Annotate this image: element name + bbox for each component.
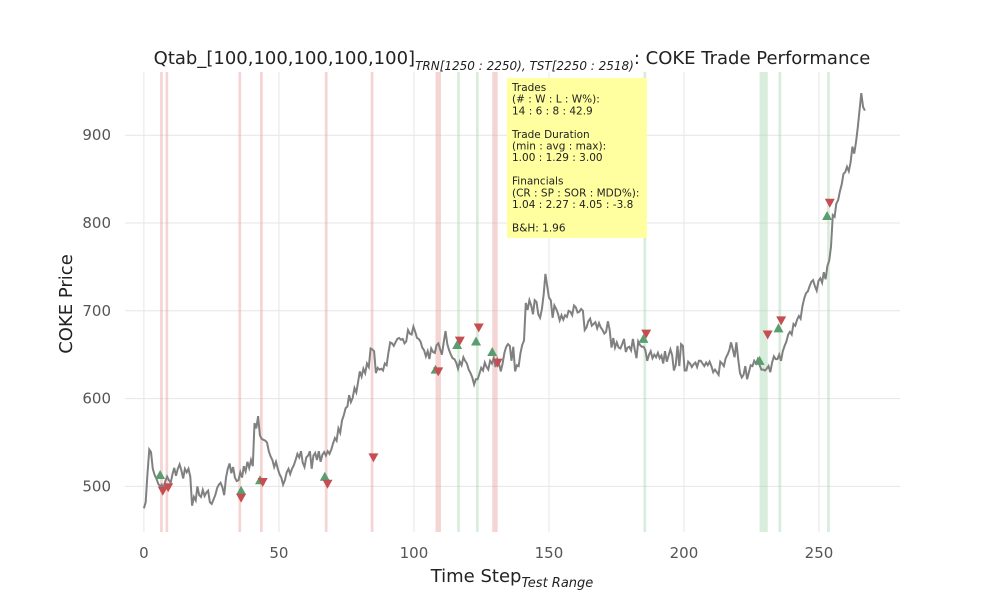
win-trade-span (457, 72, 460, 532)
y-tick-label: 900 (82, 126, 111, 144)
win-trade-span (778, 72, 782, 532)
sell-marker (473, 323, 484, 333)
buy-marker (638, 333, 649, 343)
x-tick-label: 250 (805, 544, 834, 562)
stats-box-line: (min : avg : max): (512, 141, 606, 153)
buy-marker (487, 347, 498, 357)
buy-marker (319, 471, 330, 481)
buy-marker (773, 323, 784, 333)
sell-marker (824, 198, 835, 208)
sell-marker (433, 367, 444, 377)
loss-trade-span (165, 72, 169, 532)
win-trade-span (827, 72, 830, 532)
y-tick-label: 500 (82, 477, 111, 495)
y-tick-label: 700 (82, 302, 111, 320)
trade-markers (155, 198, 835, 503)
sell-marker (322, 479, 333, 489)
sell-marker (368, 453, 379, 463)
stats-box-line: 1.04 : 2.27 : 4.05 : -3.8 (512, 199, 633, 211)
x-tick-label: 50 (269, 544, 288, 562)
sell-marker (492, 358, 503, 368)
stats-box-line: Trades (511, 82, 546, 94)
buy-marker (471, 336, 482, 346)
stats-box-line: (# : W : L : W%): (512, 94, 600, 106)
price-line (142, 92, 866, 509)
stats-box-line: 14 : 6 : 8 : 42.9 (512, 105, 593, 117)
y-tick-label: 800 (82, 214, 111, 232)
x-axis-label-sub: Test Range (521, 576, 593, 591)
sell-marker (454, 336, 465, 346)
x-tick-labels: 0 50 100 150 200 250 (139, 544, 833, 562)
sell-marker (641, 329, 652, 339)
win-trade-span (476, 72, 479, 532)
x-axis-label: Time StepTest Range (430, 566, 594, 591)
x-tick-label: 100 (400, 544, 429, 562)
loss-trade-span (435, 72, 441, 532)
x-tick-label: 0 (139, 544, 149, 562)
x-tick-label: 200 (670, 544, 699, 562)
stats-box: Trades(# : W : L : W%):14 : 6 : 8 : 42.9… (507, 78, 647, 238)
y-tick-label: 600 (82, 390, 111, 408)
loss-trade-span (324, 72, 328, 532)
loss-trade-span (238, 72, 242, 532)
sell-marker (762, 330, 773, 340)
sell-marker (236, 493, 247, 503)
win-trade-span (759, 72, 768, 532)
sell-marker (157, 486, 168, 496)
sell-marker (257, 477, 268, 487)
win-trade-span (643, 72, 647, 532)
stats-box-line: B&H: 1.96 (512, 222, 566, 234)
sell-marker (776, 316, 787, 326)
chart-title: Qtab_[100,100,100,100,100]TRN[1250 : 225… (154, 48, 871, 73)
x-tick-label: 150 (535, 544, 564, 562)
stats-box-line: Financials (512, 176, 563, 188)
buy-marker (236, 485, 247, 495)
chart-title-suffix: : COKE Trade Performance (634, 48, 871, 69)
buy-marker (155, 469, 166, 479)
loss-trade-span (492, 72, 498, 532)
y-tick-labels: 500 600 700 800 900 (82, 126, 111, 495)
buy-marker (754, 355, 765, 365)
grid-lines (125, 72, 900, 532)
stats-box-line: Trade Duration (511, 129, 590, 141)
x-axis-label-main: Time Step (430, 566, 522, 587)
stats-box-line: (CR : SP : SOR : MDD%): (512, 187, 639, 199)
buy-marker (452, 340, 463, 350)
buy-marker (822, 210, 833, 220)
stats-box-lines: Trades(# : W : L : W%):14 : 6 : 8 : 42.9… (511, 82, 639, 234)
loss-trade-span (370, 72, 374, 532)
loss-trade-span (260, 72, 263, 532)
chart-title-subscript: TRN[1250 : 2250), TST[2250 : 2518) (415, 59, 634, 73)
y-axis-label: COKE Price (56, 254, 77, 354)
loss-trade-span (160, 72, 163, 532)
stats-box-line: 1.00 : 1.29 : 3.00 (512, 152, 603, 164)
chart-title-prefix: Qtab_[100,100,100,100,100] (154, 48, 415, 69)
trade-spans (160, 72, 830, 532)
sell-marker (163, 483, 174, 493)
stats-box-background (507, 78, 647, 238)
